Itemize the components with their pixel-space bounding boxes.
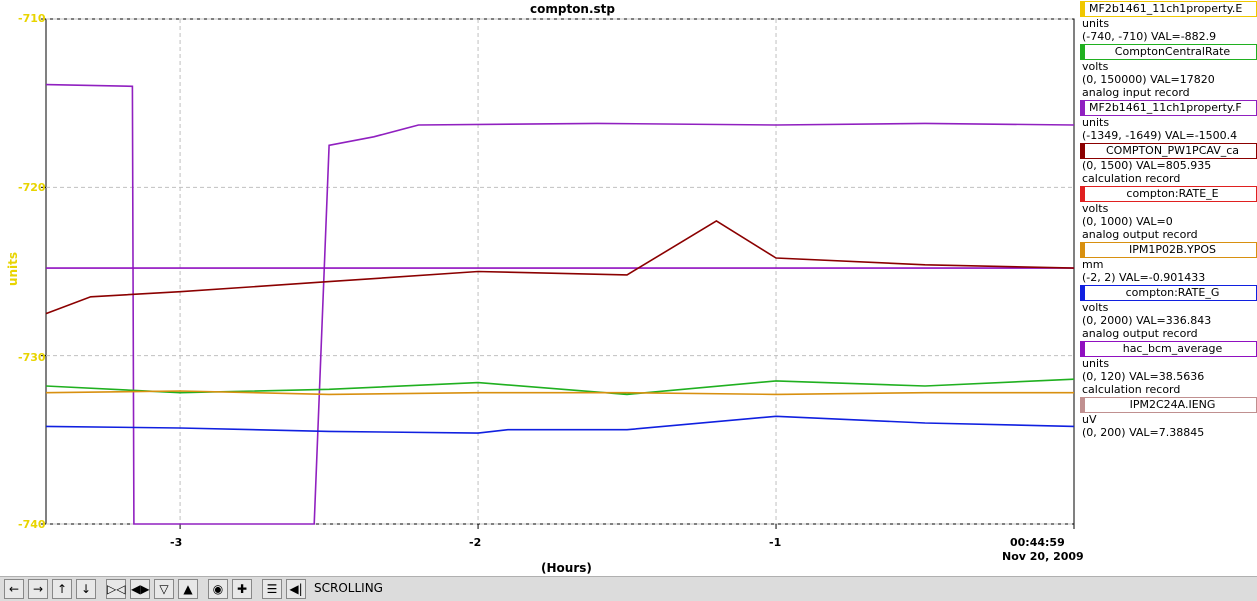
legend-item[interactable]: compton:RATE_E volts (0, 1000) VAL=0 ana…: [1080, 186, 1257, 241]
legend-swatch[interactable]: hac_bcm_average: [1080, 341, 1257, 357]
end-date: Nov 20, 2009: [1002, 550, 1084, 563]
legend-detail: (-740, -710) VAL=-882.9: [1082, 30, 1217, 43]
legend-item[interactable]: ComptonCentralRate volts (0, 150000) VAL…: [1080, 44, 1257, 99]
legend-swatch[interactable]: IPM1P02B.YPOS: [1080, 242, 1257, 258]
add-icon[interactable]: ✚: [232, 579, 252, 599]
legend-item[interactable]: hac_bcm_average units (0, 120) VAL=38.56…: [1080, 341, 1257, 396]
legend-detail: units: [1082, 17, 1110, 30]
zoom-out-y-icon[interactable]: ▲: [178, 579, 198, 599]
legend-item[interactable]: IPM2C24A.IENG uV (0, 200) VAL=7.38845: [1080, 397, 1257, 439]
legend-detail: analog output record: [1082, 228, 1198, 241]
zoom-out-x-icon[interactable]: ◀▶: [130, 579, 150, 599]
y-tick-label: -710: [18, 12, 46, 25]
legend-detail: (0, 1500) VAL=805.935: [1082, 159, 1212, 172]
legend-detail: (0, 150000) VAL=17820: [1082, 73, 1215, 86]
pause-scroll-icon[interactable]: ☰: [262, 579, 282, 599]
scroll-up-icon[interactable]: ↑: [52, 579, 72, 599]
legend-swatch[interactable]: MF2b1461_11ch1property.E: [1080, 1, 1257, 17]
x-tick-label: -3: [170, 536, 183, 549]
legend-detail: analog input record: [1082, 86, 1190, 99]
legend-detail: calculation record: [1082, 172, 1181, 185]
legend-detail: (0, 2000) VAL=336.843: [1082, 314, 1212, 327]
legend-swatch[interactable]: COMPTON_PW1PCAV_ca: [1080, 143, 1257, 159]
legend: MF2b1461_11ch1property.E units (-740, -7…: [1080, 0, 1257, 439]
y-tick-label: -720: [18, 181, 46, 194]
legend-detail: volts: [1082, 202, 1109, 215]
series-line: [45, 390, 1074, 396]
legend-detail: analog output record: [1082, 327, 1198, 340]
series-line: [45, 220, 1075, 315]
legend-detail: (-2, 2) VAL=-0.901433: [1082, 271, 1206, 284]
legend-detail: volts: [1082, 60, 1109, 73]
legend-swatch[interactable]: compton:RATE_E: [1080, 186, 1257, 202]
zoom-in-x-icon[interactable]: ▷◁: [106, 579, 126, 599]
legend-item[interactable]: compton:RATE_G volts (0, 2000) VAL=336.8…: [1080, 285, 1257, 340]
scroll-mode-icon[interactable]: ◀|: [286, 579, 306, 599]
zoom-in-y-icon[interactable]: ▽: [154, 579, 174, 599]
series-line: [45, 83, 1075, 525]
x-tick-label: -2: [469, 536, 482, 549]
legend-detail: (0, 1000) VAL=0: [1082, 215, 1173, 228]
legend-detail: uV: [1082, 413, 1097, 426]
legend-detail: volts: [1082, 301, 1109, 314]
y-tick-label: -740: [18, 518, 46, 531]
legend-detail: (-1349, -1649) VAL=-1500.4: [1082, 129, 1238, 142]
series-line: [45, 415, 1075, 434]
legend-detail: (0, 200) VAL=7.38845: [1082, 426, 1205, 439]
legend-item[interactable]: COMPTON_PW1PCAV_ca (0, 1500) VAL=805.935…: [1080, 143, 1257, 185]
legend-detail: mm: [1082, 258, 1104, 271]
y-axis-label: units: [6, 251, 21, 287]
auto-scale-icon[interactable]: ◉: [208, 579, 228, 599]
x-tick-label: -1: [769, 536, 782, 549]
chart-plot: [41, 18, 1075, 529]
legend-swatch[interactable]: MF2b1461_11ch1property.F: [1080, 100, 1257, 116]
legend-swatch[interactable]: compton:RATE_G: [1080, 285, 1257, 301]
legend-item[interactable]: IPM1P02B.YPOS mm (-2, 2) VAL=-0.901433: [1080, 242, 1257, 284]
legend-detail: calculation record: [1082, 383, 1181, 396]
legend-swatch[interactable]: IPM2C24A.IENG: [1080, 397, 1257, 413]
chart-title: compton.stp: [530, 2, 616, 16]
legend-detail: (0, 120) VAL=38.5636: [1082, 370, 1205, 383]
scroll-right-icon[interactable]: →: [28, 579, 48, 599]
plot-frame: [45, 18, 1075, 525]
legend-swatch[interactable]: ComptonCentralRate: [1080, 44, 1257, 60]
toolbar: ← → ↑ ↓ ▷◁ ◀▶ ▽ ▲ ◉ ✚ ☰ ◀| SCROLLING: [0, 576, 1257, 601]
legend-detail: units: [1082, 116, 1110, 129]
scroll-left-icon[interactable]: ←: [4, 579, 24, 599]
scrolling-status: SCROLLING: [314, 581, 383, 595]
legend-item[interactable]: MF2b1461_11ch1property.F units (-1349, -…: [1080, 100, 1257, 142]
scroll-down-icon[interactable]: ↓: [76, 579, 96, 599]
y-tick-label: -730: [18, 351, 46, 364]
legend-detail: units: [1082, 357, 1110, 370]
x-axis-label: (Hours): [541, 561, 592, 575]
end-time: 00:44:59: [1010, 536, 1065, 549]
legend-item[interactable]: MF2b1461_11ch1property.E units (-740, -7…: [1080, 1, 1257, 43]
